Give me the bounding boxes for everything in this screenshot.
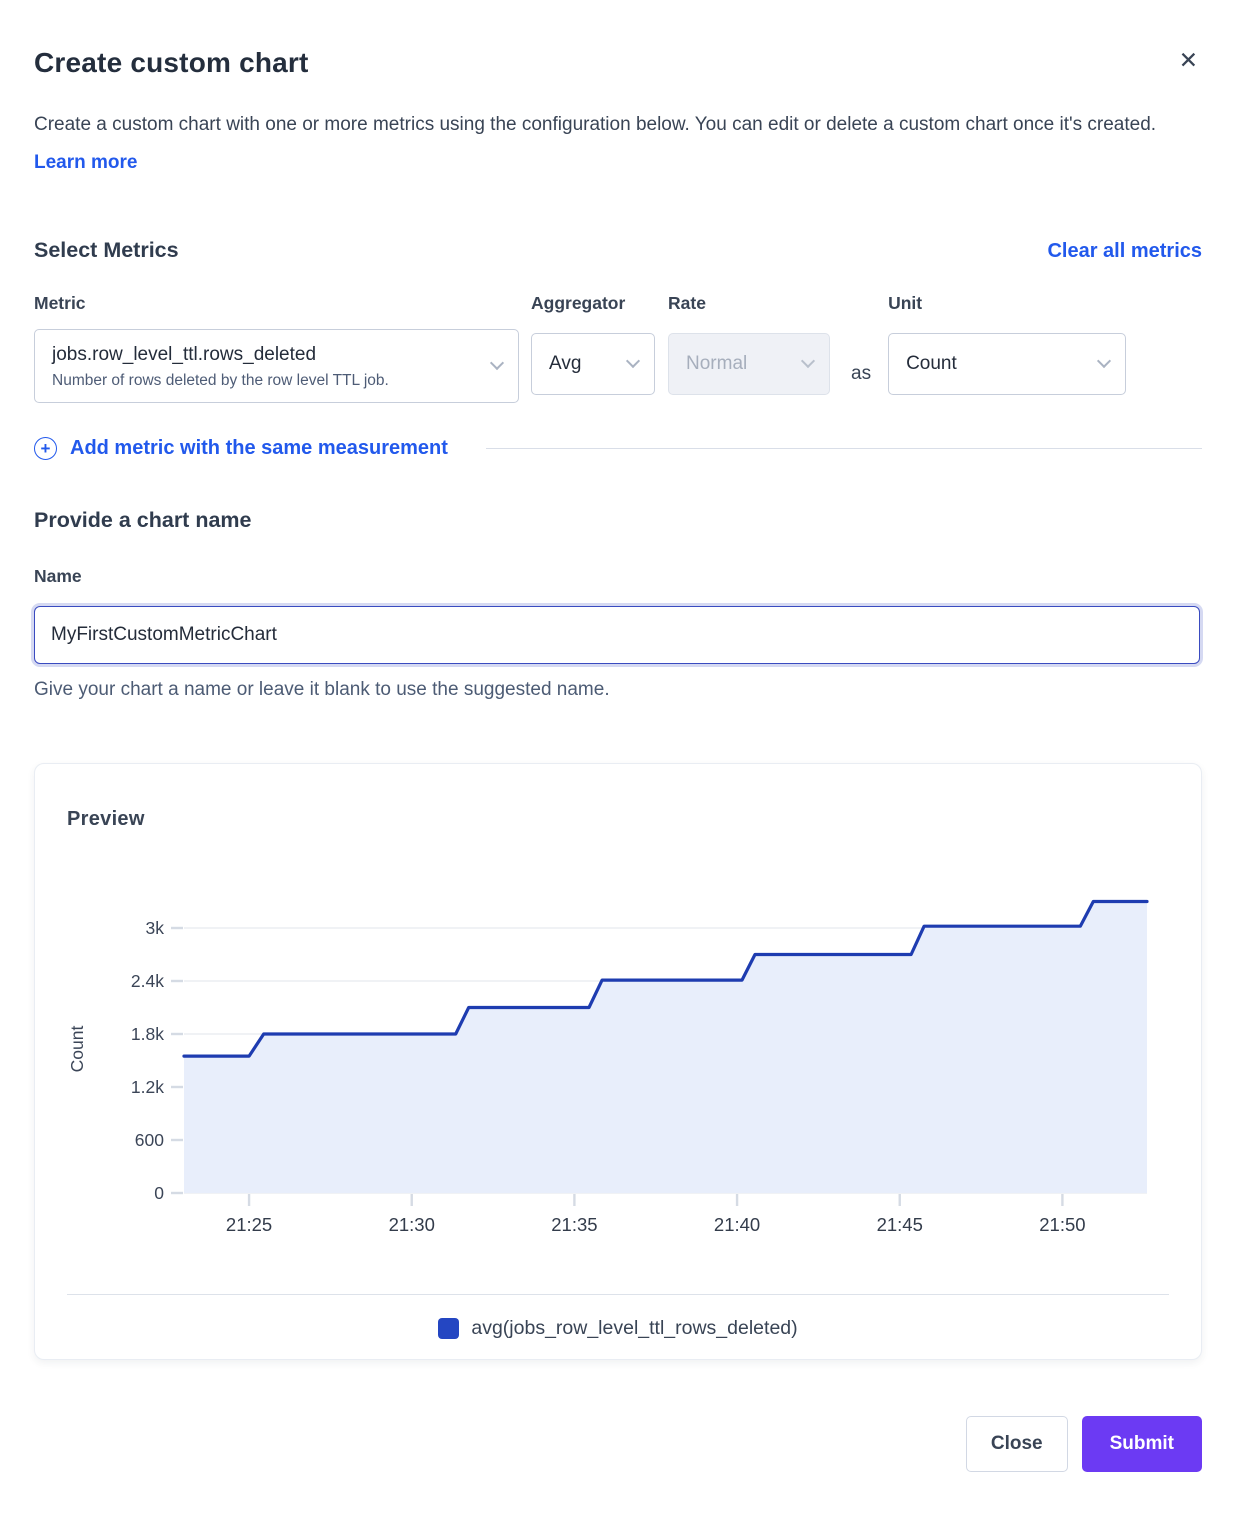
aggregator-select-value: Avg: [549, 353, 582, 374]
chart-name-heading: Provide a chart name: [34, 508, 252, 532]
legend-divider: [67, 1294, 1169, 1295]
name-label: Name: [34, 566, 82, 586]
plus-circle-icon: +: [34, 437, 57, 460]
metric-select[interactable]: jobs.row_level_ttl.rows_deleted Number o…: [34, 329, 519, 403]
aggregator-label: Aggregator: [531, 293, 626, 313]
svg-text:21:35: 21:35: [551, 1214, 597, 1235]
svg-text:21:45: 21:45: [877, 1214, 923, 1235]
aggregator-select[interactable]: Avg: [531, 333, 655, 395]
preview-card: Preview 0 600 1.2k 1.8k 2.4k 3k 21:25 21:30 21:3…: [34, 763, 1202, 1360]
metric-field: Metric jobs.row_level_ttl.rows_deleted N…: [34, 293, 519, 403]
preview-chart: 0 600 1.2k 1.8k 2.4k 3k 21:25 21:30 21:35 21:40 21…: [67, 853, 1169, 1250]
svg-text:1.8k: 1.8k: [131, 1024, 164, 1044]
legend-swatch: [438, 1318, 460, 1339]
metric-label: Metric: [34, 293, 86, 313]
svg-text:21:25: 21:25: [226, 1214, 272, 1235]
metric-select-description: Number of rows deleted by the row level …: [52, 371, 389, 389]
svg-text:21:50: 21:50: [1039, 1214, 1085, 1235]
chart-name-input[interactable]: [34, 606, 1200, 664]
unit-select[interactable]: Count: [888, 333, 1127, 395]
as-label: as: [851, 363, 872, 384]
select-metrics-header-row: Select Metrics Clear all metrics: [34, 238, 1202, 263]
chevron-down-icon: [800, 353, 816, 369]
select-metrics-heading: Select Metrics: [34, 238, 179, 262]
unit-select-value: Count: [906, 353, 957, 374]
description-text: Create a custom chart with one or more m…: [34, 114, 1157, 135]
area-chart: 0 600 1.2k 1.8k 2.4k 3k 21:25 21:30 21:35 21:40 21…: [67, 899, 1149, 1235]
svg-text:0: 0: [154, 1183, 164, 1203]
svg-text:21:40: 21:40: [714, 1214, 760, 1235]
svg-text:3k: 3k: [146, 918, 165, 938]
add-metric-link[interactable]: + Add metric with the same measurement: [34, 437, 448, 460]
page-title: Create custom chart: [34, 47, 309, 78]
svg-text:2.4k: 2.4k: [131, 971, 164, 991]
legend-label: avg(jobs_row_level_ttl_rows_deleted): [471, 1317, 798, 1339]
clear-all-metrics-link[interactable]: Clear all metrics: [1047, 240, 1202, 262]
chevron-down-icon: [625, 353, 641, 369]
dialog-header: Create custom chart ✕: [34, 46, 1202, 80]
preview-heading: Preview: [67, 808, 145, 830]
chevron-down-icon: [1097, 353, 1112, 369]
create-custom-chart-dialog: Create custom chart ✕ Create a custom ch…: [34, 46, 1202, 1472]
chevron-down-icon: [489, 355, 505, 371]
dialog-footer: Close Submit: [34, 1416, 1202, 1472]
metric-config-row: Metric jobs.row_level_ttl.rows_deleted N…: [34, 293, 1202, 403]
divider: [485, 448, 1202, 449]
dialog-description: Create a custom chart with one or more m…: [34, 106, 1179, 182]
unit-label: Unit: [888, 293, 923, 313]
close-icon[interactable]: ✕: [1175, 46, 1202, 74]
svg-text:Count: Count: [67, 1026, 87, 1073]
rate-select-value: Normal: [686, 353, 748, 374]
svg-text:21:30: 21:30: [389, 1214, 435, 1235]
rate-label: Rate: [668, 293, 706, 313]
learn-more-link[interactable]: Learn more: [34, 152, 138, 173]
submit-button[interactable]: Submit: [1081, 1416, 1202, 1472]
rate-field: Rate Normal: [668, 293, 830, 395]
close-button[interactable]: Close: [965, 1416, 1068, 1472]
rate-select: Normal: [668, 333, 830, 395]
svg-text:600: 600: [135, 1130, 164, 1150]
add-metric-label: Add metric with the same measurement: [70, 437, 448, 459]
metric-select-value: jobs.row_level_ttl.rows_deleted: [52, 343, 317, 365]
aggregator-field: Aggregator Avg: [531, 293, 655, 395]
add-metric-row: + Add metric with the same measurement: [34, 437, 1202, 460]
chart-legend: avg(jobs_row_level_ttl_rows_deleted): [67, 1295, 1169, 1362]
svg-text:1.2k: 1.2k: [131, 1077, 164, 1097]
unit-field: Unit Count: [888, 293, 1127, 395]
name-helper-text: Give your chart a name or leave it blank…: [34, 679, 610, 700]
